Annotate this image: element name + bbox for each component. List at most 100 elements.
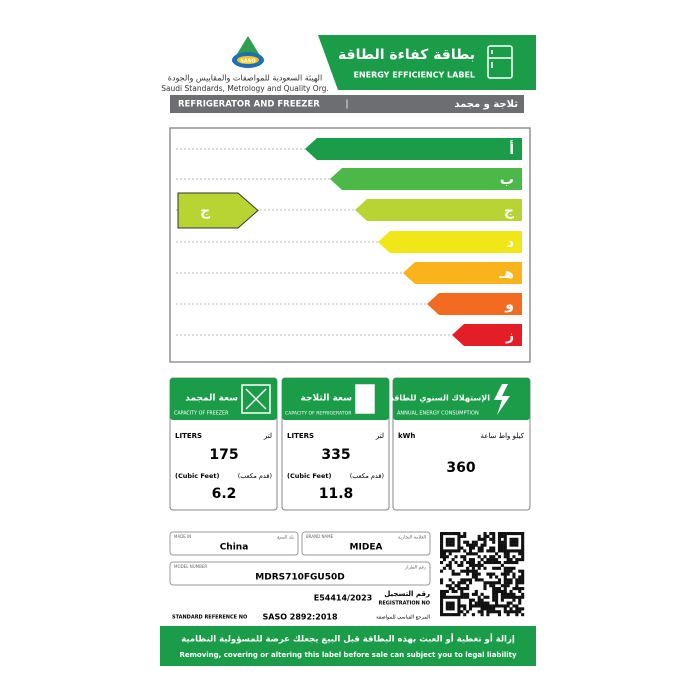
qr-module xyxy=(460,555,464,559)
qr-module xyxy=(506,610,510,614)
qr-module xyxy=(486,607,490,611)
qr-module xyxy=(483,560,487,565)
qr-module xyxy=(500,546,504,550)
qr-module xyxy=(451,581,455,585)
qr-module xyxy=(521,534,525,538)
qr-module xyxy=(451,569,455,573)
qr-module xyxy=(521,543,525,547)
qr-module xyxy=(451,595,455,599)
qr-module xyxy=(497,555,502,559)
qr-module xyxy=(492,587,496,591)
qr-module xyxy=(457,595,461,599)
qr-module xyxy=(515,613,519,617)
made-in: China xyxy=(220,543,249,553)
qr-module xyxy=(521,549,525,553)
qr-module xyxy=(497,566,502,570)
qr-module xyxy=(495,604,499,608)
qr-module xyxy=(512,604,516,608)
qr-module xyxy=(466,587,470,591)
qr-module xyxy=(512,543,516,547)
qr-module xyxy=(518,575,522,579)
qr-module xyxy=(477,601,481,605)
qr-module xyxy=(521,555,525,559)
qr-module xyxy=(495,552,499,556)
qr-module xyxy=(448,587,452,591)
qr-module xyxy=(468,560,473,565)
standard-ar: المرجع القياسي للمواصفة xyxy=(376,615,430,621)
qr-module xyxy=(506,552,510,556)
qr-module xyxy=(460,610,464,614)
qr-module xyxy=(509,569,513,573)
qr-module xyxy=(480,604,484,608)
qr-module xyxy=(512,532,516,536)
qr-module xyxy=(503,537,507,541)
class-arrow xyxy=(427,293,522,315)
class-arrow xyxy=(305,138,522,160)
qr-module xyxy=(460,589,464,594)
qr-module xyxy=(492,558,496,562)
qr-module xyxy=(495,560,499,565)
qr-module xyxy=(489,546,493,550)
qr-module xyxy=(466,560,470,565)
qr-module xyxy=(448,563,452,567)
qr-module xyxy=(448,595,452,599)
qr-module xyxy=(506,560,510,565)
qr-module xyxy=(497,578,502,582)
qr-module xyxy=(497,560,502,565)
qr-module xyxy=(440,604,444,608)
qr-module xyxy=(460,604,464,608)
qr-module xyxy=(460,578,464,582)
qr-module xyxy=(521,546,525,550)
qr-module xyxy=(471,543,475,547)
qr-module xyxy=(451,543,455,547)
qr-module xyxy=(500,604,504,608)
qr-module xyxy=(495,598,499,602)
qr-module xyxy=(515,540,519,544)
qr-module xyxy=(454,555,458,559)
qr-module xyxy=(454,595,458,599)
qr-module xyxy=(483,595,487,599)
footer-bar xyxy=(160,626,536,666)
qr-module xyxy=(457,563,461,567)
refrigerator-title-ar: سعة الثلاجة xyxy=(301,394,353,404)
qr-module xyxy=(486,558,490,562)
qr-module xyxy=(521,595,525,599)
qr-module xyxy=(503,584,507,588)
qr-module xyxy=(471,604,475,608)
qr-module xyxy=(457,532,461,536)
qr-module xyxy=(518,589,522,594)
qr-module xyxy=(489,572,493,576)
qr-module xyxy=(489,549,493,553)
qr-module xyxy=(442,558,446,562)
qr-module xyxy=(497,587,502,591)
qr-module xyxy=(468,543,473,547)
qr-module xyxy=(503,575,507,579)
qr-module xyxy=(445,555,449,559)
qr-module xyxy=(518,587,522,591)
qr-module xyxy=(477,572,481,576)
refrigerator-cubic-en: (Cubic Feet) xyxy=(287,472,331,480)
qr-module xyxy=(471,540,475,544)
qr-module xyxy=(442,549,446,553)
qr-module xyxy=(518,581,522,585)
qr-module xyxy=(495,587,499,591)
qr-module xyxy=(466,610,470,614)
class-letter: ج xyxy=(504,203,515,219)
qr-module xyxy=(457,598,461,602)
energy-value: 360 xyxy=(446,460,475,476)
qr-module xyxy=(503,569,507,573)
qr-module xyxy=(497,581,502,585)
qr-module xyxy=(503,595,507,599)
qr-module xyxy=(454,549,458,553)
freezer-cubic-ar: (قدم مكعب) xyxy=(238,472,272,480)
qr-module xyxy=(457,581,461,585)
qr-module xyxy=(471,572,475,576)
qr-module xyxy=(492,592,496,596)
qr-module xyxy=(512,549,516,553)
qr-module xyxy=(492,584,496,588)
qr-module xyxy=(492,560,496,565)
refrigerator-cubic-feet: 11.8 xyxy=(319,486,354,502)
qr-module xyxy=(451,601,455,605)
qr-module xyxy=(445,607,449,611)
